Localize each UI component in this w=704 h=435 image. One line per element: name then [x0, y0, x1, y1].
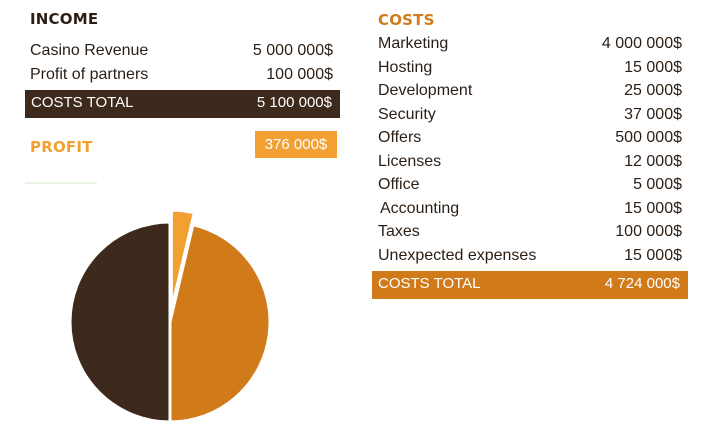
costs-total-value: 4 724 000$: [604, 275, 680, 292]
costs-row-value: 12 000$: [624, 153, 682, 170]
income-row-label: Profit of partners: [30, 66, 149, 83]
costs-row-value: 15 000$: [624, 200, 682, 217]
profit-divider: [25, 182, 97, 184]
income-total-bar: COSTS TOTAL 5 100 000$: [25, 90, 340, 118]
costs-total-bar: COSTS TOTAL 4 724 000$: [372, 271, 688, 299]
costs-row-label: Security: [378, 106, 436, 123]
income-total-value: 5 100 000$: [256, 94, 332, 111]
costs-section: COSTS Marketing 4 000 000$ Hosting 15 00…: [372, 10, 688, 300]
costs-total-label: COSTS TOTAL: [378, 275, 481, 292]
costs-row-value: 25 000$: [624, 82, 682, 99]
costs-row-value: 5 000$: [633, 176, 682, 193]
costs-row-label: Marketing: [378, 35, 449, 52]
costs-row-label: Development: [378, 82, 473, 99]
costs-row-label: Accounting: [380, 200, 460, 217]
income-row-value: 5 000 000$: [252, 42, 333, 59]
costs-title: COSTS: [378, 11, 435, 29]
pie-slice-1: [169, 208, 196, 312]
costs-row-value: 500 000$: [615, 129, 682, 146]
costs-row-label: Offers: [378, 129, 422, 146]
profit-value: 376 000$: [255, 131, 337, 158]
costs-row-value: 4 000 000$: [601, 35, 682, 52]
costs-row-value: 15 000$: [624, 59, 682, 76]
income-row-label: Casino Revenue: [30, 42, 149, 59]
pie-slice-2: [168, 223, 272, 424]
costs-row-label: Licenses: [378, 153, 442, 170]
pie-chart: [68, 208, 272, 424]
costs-row-label: Hosting: [378, 59, 433, 76]
costs-row-value: 100 000$: [615, 223, 682, 240]
costs-row-value: 15 000$: [624, 247, 682, 264]
costs-row-label: Unexpected expenses: [378, 247, 537, 264]
income-row-value: 100 000$: [266, 66, 333, 83]
costs-row-label: Taxes: [378, 223, 420, 240]
income-total-label: COSTS TOTAL: [31, 94, 134, 111]
income-section: INCOME Casino Revenue 5 000 000$ Profit …: [25, 10, 340, 184]
profit-title: PROFIT: [30, 138, 93, 156]
costs-row-label: Office: [378, 176, 420, 193]
costs-row-value: 37 000$: [624, 106, 682, 123]
income-title: INCOME: [30, 10, 99, 28]
pie-slice-0: [68, 220, 172, 424]
